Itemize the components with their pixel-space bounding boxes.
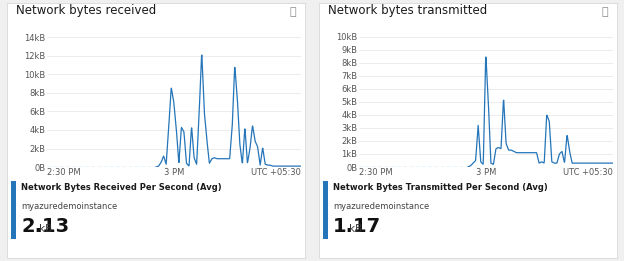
Text: Network Bytes Received Per Second (Avg): Network Bytes Received Per Second (Avg) (21, 183, 222, 192)
Text: ⎘: ⎘ (602, 7, 608, 17)
Text: myazuredemoinstance: myazuredemoinstance (333, 202, 429, 211)
Text: myazuredemoinstance: myazuredemoinstance (21, 202, 117, 211)
Text: kB: kB (349, 224, 363, 234)
Text: 2.13: 2.13 (21, 217, 69, 236)
Text: 1.17: 1.17 (333, 217, 381, 236)
Text: kB: kB (39, 224, 52, 234)
Text: Network Bytes Transmitted Per Second (Avg): Network Bytes Transmitted Per Second (Av… (333, 183, 548, 192)
Text: Network bytes received: Network bytes received (16, 4, 156, 17)
Text: ⎘: ⎘ (290, 7, 296, 17)
Text: Network bytes transmitted: Network bytes transmitted (328, 4, 487, 17)
